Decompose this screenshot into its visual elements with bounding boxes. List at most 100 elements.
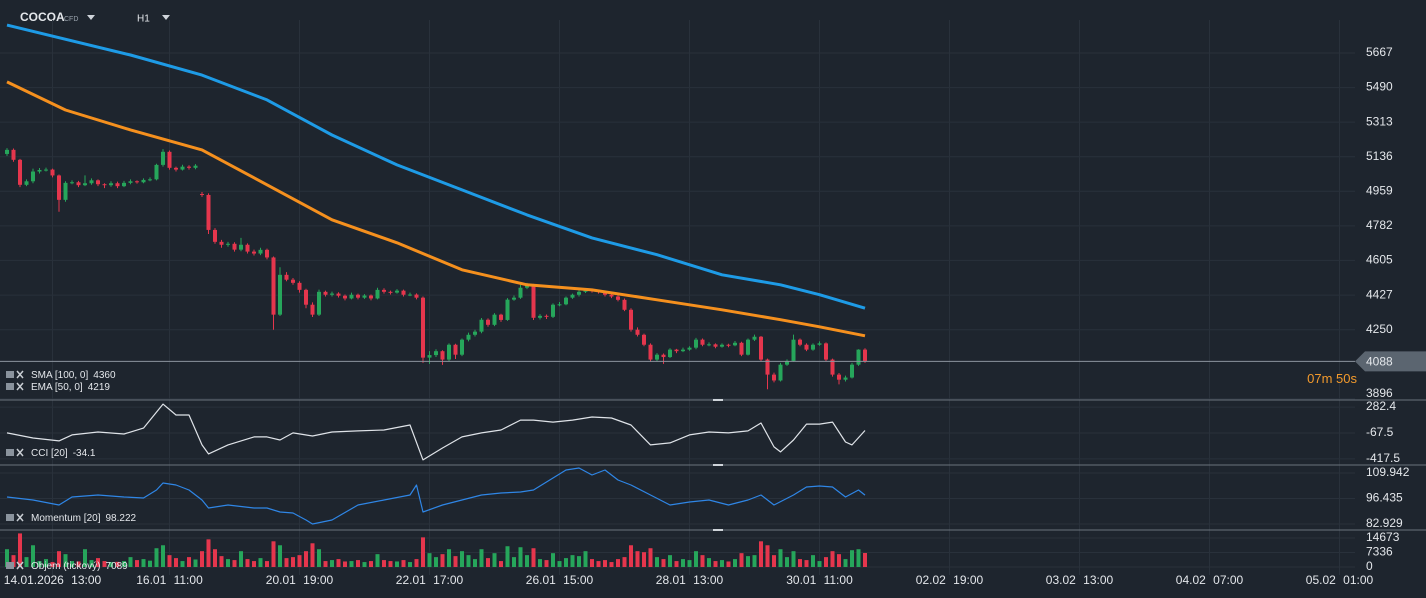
volume-bar xyxy=(668,555,672,567)
volume-bar xyxy=(50,562,55,567)
volume-bar xyxy=(642,552,646,567)
legend-close[interactable] xyxy=(16,513,24,522)
legend-name: CCI [20] xyxy=(31,448,68,459)
candle-body xyxy=(421,297,425,358)
volume-bar xyxy=(226,559,230,567)
legend-icon[interactable] xyxy=(6,383,14,390)
candle-body xyxy=(128,181,133,183)
legend: EMA [50, 0] 4219 xyxy=(31,382,110,393)
candle-body xyxy=(70,182,74,184)
volume-bar xyxy=(603,560,607,567)
volume-bar xyxy=(167,555,172,567)
volume-bar xyxy=(148,560,152,567)
candle-body xyxy=(245,244,250,252)
symbol[interactable]: COCOA xyxy=(20,10,65,24)
y-tick-label: 7336 xyxy=(1366,545,1393,559)
candle-body xyxy=(720,344,724,347)
legend-icon[interactable] xyxy=(6,371,14,378)
volume-bar xyxy=(369,561,373,567)
candle-body xyxy=(271,257,276,315)
candle-body xyxy=(661,354,666,358)
y-tick-label: 3896 xyxy=(1366,386,1393,400)
candle-body xyxy=(343,295,347,299)
legend-icon[interactable] xyxy=(6,449,14,456)
candle-body xyxy=(551,304,555,317)
volume-bar xyxy=(817,561,822,567)
volume-bar xyxy=(284,558,289,567)
volume-bar xyxy=(434,557,438,567)
volume-bar xyxy=(804,560,809,567)
candle-body xyxy=(564,297,568,305)
candle-body xyxy=(863,349,867,362)
volume-bar xyxy=(492,553,497,567)
volume-bar xyxy=(232,560,237,567)
y-tick-label: 5490 xyxy=(1366,80,1393,94)
candle-body xyxy=(830,359,835,375)
volume-bar xyxy=(180,561,185,567)
volume-bar xyxy=(590,559,594,567)
pane-resize-handle[interactable] xyxy=(713,529,723,531)
candle-body xyxy=(226,243,230,245)
x-tick-label: 28.01 13:00 xyxy=(656,573,724,587)
legend-icon[interactable] xyxy=(6,562,14,569)
volume-bar xyxy=(518,547,523,567)
legend-value: 7089 xyxy=(105,561,128,572)
volume-bar xyxy=(122,561,126,567)
timeframe[interactable]: H1 xyxy=(137,14,150,25)
candle-body xyxy=(518,287,523,298)
candle-body xyxy=(694,339,698,348)
candle-body xyxy=(395,290,399,293)
candle-body xyxy=(265,249,269,258)
candle-body xyxy=(31,171,35,182)
candle-body xyxy=(655,354,659,360)
candle-body xyxy=(629,309,633,330)
candle-body xyxy=(668,349,672,358)
y-tick-label: 96.435 xyxy=(1366,491,1403,505)
candle-body xyxy=(778,364,783,381)
legend: CCI [20] -34.1 xyxy=(31,448,96,459)
timeframe-dropdown[interactable] xyxy=(162,15,170,20)
volume-bar xyxy=(18,533,22,567)
legend-close[interactable] xyxy=(16,382,24,391)
volume-bar xyxy=(135,560,139,567)
volume-bar xyxy=(336,559,341,567)
pane-resize-handle[interactable] xyxy=(713,399,723,401)
candle-body xyxy=(252,251,256,254)
candle-body xyxy=(733,342,737,346)
indicator-line xyxy=(6,80,866,338)
legend-close[interactable] xyxy=(16,448,24,457)
volume-bar xyxy=(102,561,107,567)
candle-body xyxy=(479,319,484,332)
legend: SMA [100, 0] 4360 xyxy=(31,370,116,381)
pane-resize-handle[interactable] xyxy=(713,464,723,466)
volume-bar xyxy=(739,553,744,567)
candle-body xyxy=(765,359,770,375)
legend-close[interactable] xyxy=(16,561,24,570)
volume-bar xyxy=(746,556,750,567)
volume-bar xyxy=(570,555,575,567)
symbol-dropdown[interactable] xyxy=(87,15,95,20)
candle-body xyxy=(239,244,243,250)
volume-bar xyxy=(440,554,445,567)
volume-bar xyxy=(271,541,276,567)
volume-bar xyxy=(583,551,588,567)
volume-bar xyxy=(154,548,159,567)
volume-bar xyxy=(193,559,198,567)
volume-bar xyxy=(245,559,250,567)
volume-bar xyxy=(525,555,529,567)
x-tick-label: 03.02 13:00 xyxy=(1046,573,1114,587)
legend: Objem (tickový) 7089 xyxy=(31,561,128,572)
candle-body xyxy=(635,329,640,335)
legend-close[interactable] xyxy=(16,370,24,379)
candle-body xyxy=(531,284,536,318)
candle-body xyxy=(213,229,217,242)
legend-icon[interactable] xyxy=(6,514,14,521)
volume-bar xyxy=(629,545,633,567)
volume-bar xyxy=(765,545,770,567)
candle-body xyxy=(739,342,744,355)
instrument-type: CFD xyxy=(64,16,78,23)
volume-bar xyxy=(616,559,620,567)
candle-body xyxy=(336,293,341,296)
x-tick-label: 05.02 01:00 xyxy=(1306,573,1374,587)
volume-bar xyxy=(798,559,802,567)
